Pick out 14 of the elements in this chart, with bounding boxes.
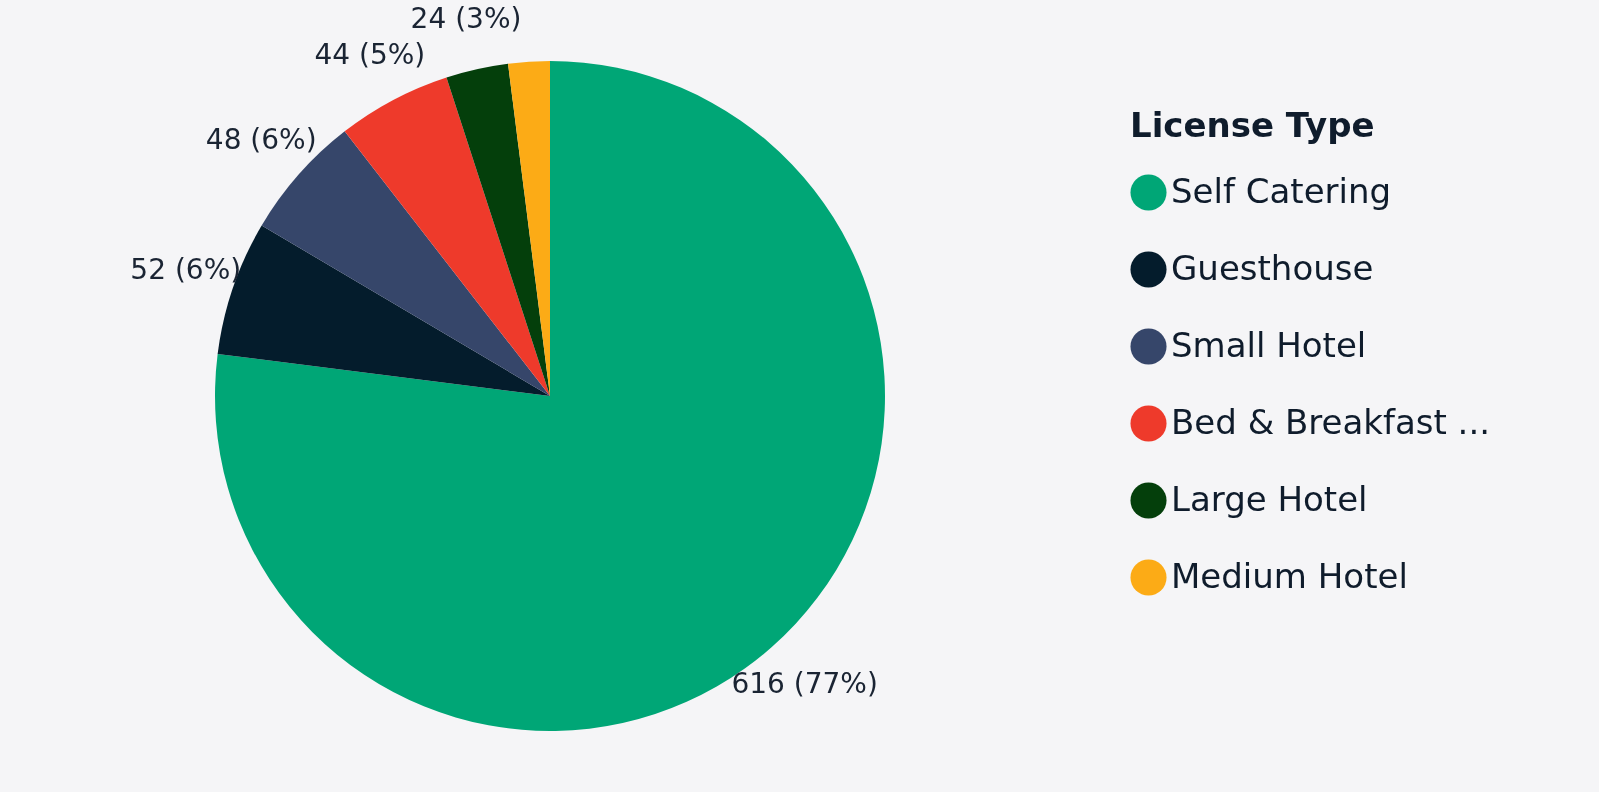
data-label: 48 (6%) bbox=[205, 123, 317, 157]
legend-title: License Type bbox=[1130, 105, 1375, 145]
legend-label: Small Hotel bbox=[1171, 324, 1367, 365]
data-label: 616 (77%) bbox=[731, 666, 878, 700]
data-label: 52 (6%) bbox=[130, 253, 242, 287]
legend-label: Bed & Breakfast ... bbox=[1171, 401, 1491, 442]
legend-label: Large Hotel bbox=[1171, 478, 1368, 519]
pie-slice bbox=[344, 77, 550, 396]
legend-label: Guesthouse bbox=[1171, 247, 1374, 288]
legend-label: Self Catering bbox=[1171, 170, 1392, 211]
data-label: 24 (3%) bbox=[410, 2, 522, 36]
pie-slice bbox=[446, 63, 550, 396]
data-label: 44 (5%) bbox=[314, 37, 426, 71]
legend-label: Medium Hotel bbox=[1171, 555, 1408, 596]
